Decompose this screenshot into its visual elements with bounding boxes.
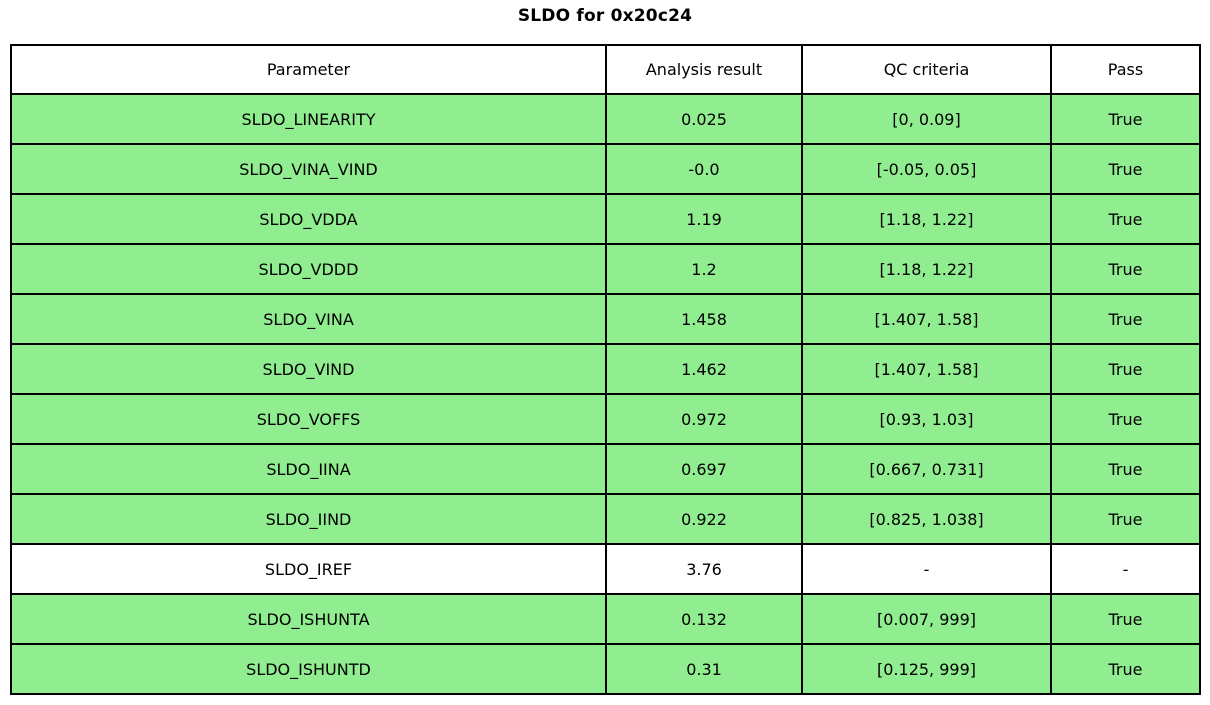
- cell-qc-criteria: [0.007, 999]: [801, 593, 1052, 645]
- cell-analysis-result: 0.31: [605, 643, 803, 695]
- cell-pass: True: [1050, 193, 1201, 245]
- column-header-qc-criteria: QC criteria: [801, 44, 1052, 95]
- cell-analysis-result: 1.462: [605, 343, 803, 395]
- column-header-parameter: Parameter: [10, 44, 607, 95]
- table-row: SLDO_VINA_VIND -0.0 [-0.05, 0.05] True: [10, 143, 1201, 195]
- cell-analysis-result: 1.2: [605, 243, 803, 295]
- table-row: SLDO_VIND 1.462 [1.407, 1.58] True: [10, 343, 1201, 395]
- cell-pass: True: [1050, 593, 1201, 645]
- table-row: SLDO_VINA 1.458 [1.407, 1.58] True: [10, 293, 1201, 345]
- cell-analysis-result: 1.458: [605, 293, 803, 345]
- cell-parameter: SLDO_IREF: [10, 543, 607, 595]
- cell-qc-criteria: [1.407, 1.58]: [801, 343, 1052, 395]
- cell-pass: True: [1050, 493, 1201, 545]
- cell-qc-criteria: -: [801, 543, 1052, 595]
- table-row: SLDO_VDDD 1.2 [1.18, 1.22] True: [10, 243, 1201, 295]
- cell-parameter: SLDO_VOFFS: [10, 393, 607, 445]
- cell-parameter: SLDO_ISHUNTD: [10, 643, 607, 695]
- column-header-analysis-result: Analysis result: [605, 44, 803, 95]
- cell-qc-criteria: [1.18, 1.22]: [801, 193, 1052, 245]
- column-header-pass: Pass: [1050, 44, 1201, 95]
- cell-pass: True: [1050, 293, 1201, 345]
- cell-qc-criteria: [0.125, 999]: [801, 643, 1052, 695]
- cell-pass: True: [1050, 93, 1201, 145]
- cell-analysis-result: 0.132: [605, 593, 803, 645]
- cell-pass: True: [1050, 143, 1201, 195]
- table-row: SLDO_IREF 3.76- -: [10, 543, 1201, 595]
- cell-analysis-result: 0.025: [605, 93, 803, 145]
- page-title: SLDO for 0x20c24: [517, 6, 693, 26]
- cell-qc-criteria: [-0.05, 0.05]: [801, 143, 1052, 195]
- cell-pass: True: [1050, 393, 1201, 445]
- cell-analysis-result: 3.76: [605, 543, 803, 595]
- cell-parameter: SLDO_LINEARITY: [10, 93, 607, 145]
- qc-results-table: Parameter Analysis result QC criteria Pa…: [10, 44, 1201, 695]
- table-row: SLDO_ISHUNTD 0.31 [0.125, 999] True: [10, 643, 1201, 695]
- cell-qc-criteria: [0.667, 0.731]: [801, 443, 1052, 495]
- cell-pass: -: [1050, 543, 1201, 595]
- cell-qc-criteria: [0, 0.09]: [801, 93, 1052, 145]
- header-row: Parameter Analysis result QC criteria Pa…: [10, 44, 1201, 95]
- cell-analysis-result: 1.19: [605, 193, 803, 245]
- cell-parameter: SLDO_VDDD: [10, 243, 607, 295]
- table-row: SLDO_ISHUNTA 0.132 [0.007, 999] True: [10, 593, 1201, 645]
- cell-pass: True: [1050, 643, 1201, 695]
- cell-qc-criteria: [0.93, 1.03]: [801, 393, 1052, 445]
- table-row: SLDO_VOFFS 0.972 [0.93, 1.03] True: [10, 393, 1201, 445]
- cell-analysis-result: 0.922: [605, 493, 803, 545]
- cell-parameter: SLDO_VINA: [10, 293, 607, 345]
- cell-qc-criteria: [0.825, 1.038]: [801, 493, 1052, 545]
- cell-analysis-result: 0.972: [605, 393, 803, 445]
- table-body: SLDO_LINEARITY 0.025 [0, 0.09] True SLDO_VIN…: [10, 93, 1201, 695]
- table-row: SLDO_VDDA 1.19 [1.18, 1.22] True: [10, 193, 1201, 245]
- cell-pass: True: [1050, 443, 1201, 495]
- cell-analysis-result: 0.697: [605, 443, 803, 495]
- cell-qc-criteria: [1.407, 1.58]: [801, 293, 1052, 345]
- cell-parameter: SLDO_VIND: [10, 343, 607, 395]
- cell-analysis-result: -0.0: [605, 143, 803, 195]
- cell-parameter: SLDO_ISHUNTA: [10, 593, 607, 645]
- cell-pass: True: [1050, 343, 1201, 395]
- table-row: SLDO_IINA 0.697 [0.667, 0.731] True: [10, 443, 1201, 495]
- table-row: SLDO_IIND 0.922 [0.825, 1.038] True: [10, 493, 1201, 545]
- cell-parameter: SLDO_VDDA: [10, 193, 607, 245]
- table-header: Parameter Analysis result QC criteria Pa…: [10, 44, 1201, 95]
- cell-parameter: SLDO_VINA_VIND: [10, 143, 607, 195]
- cell-parameter: SLDO_IIND: [10, 493, 607, 545]
- cell-pass: True: [1050, 243, 1201, 295]
- cell-parameter: SLDO_IINA: [10, 443, 607, 495]
- table-row: SLDO_LINEARITY 0.025 [0, 0.09] True: [10, 93, 1201, 145]
- cell-qc-criteria: [1.18, 1.22]: [801, 243, 1052, 295]
